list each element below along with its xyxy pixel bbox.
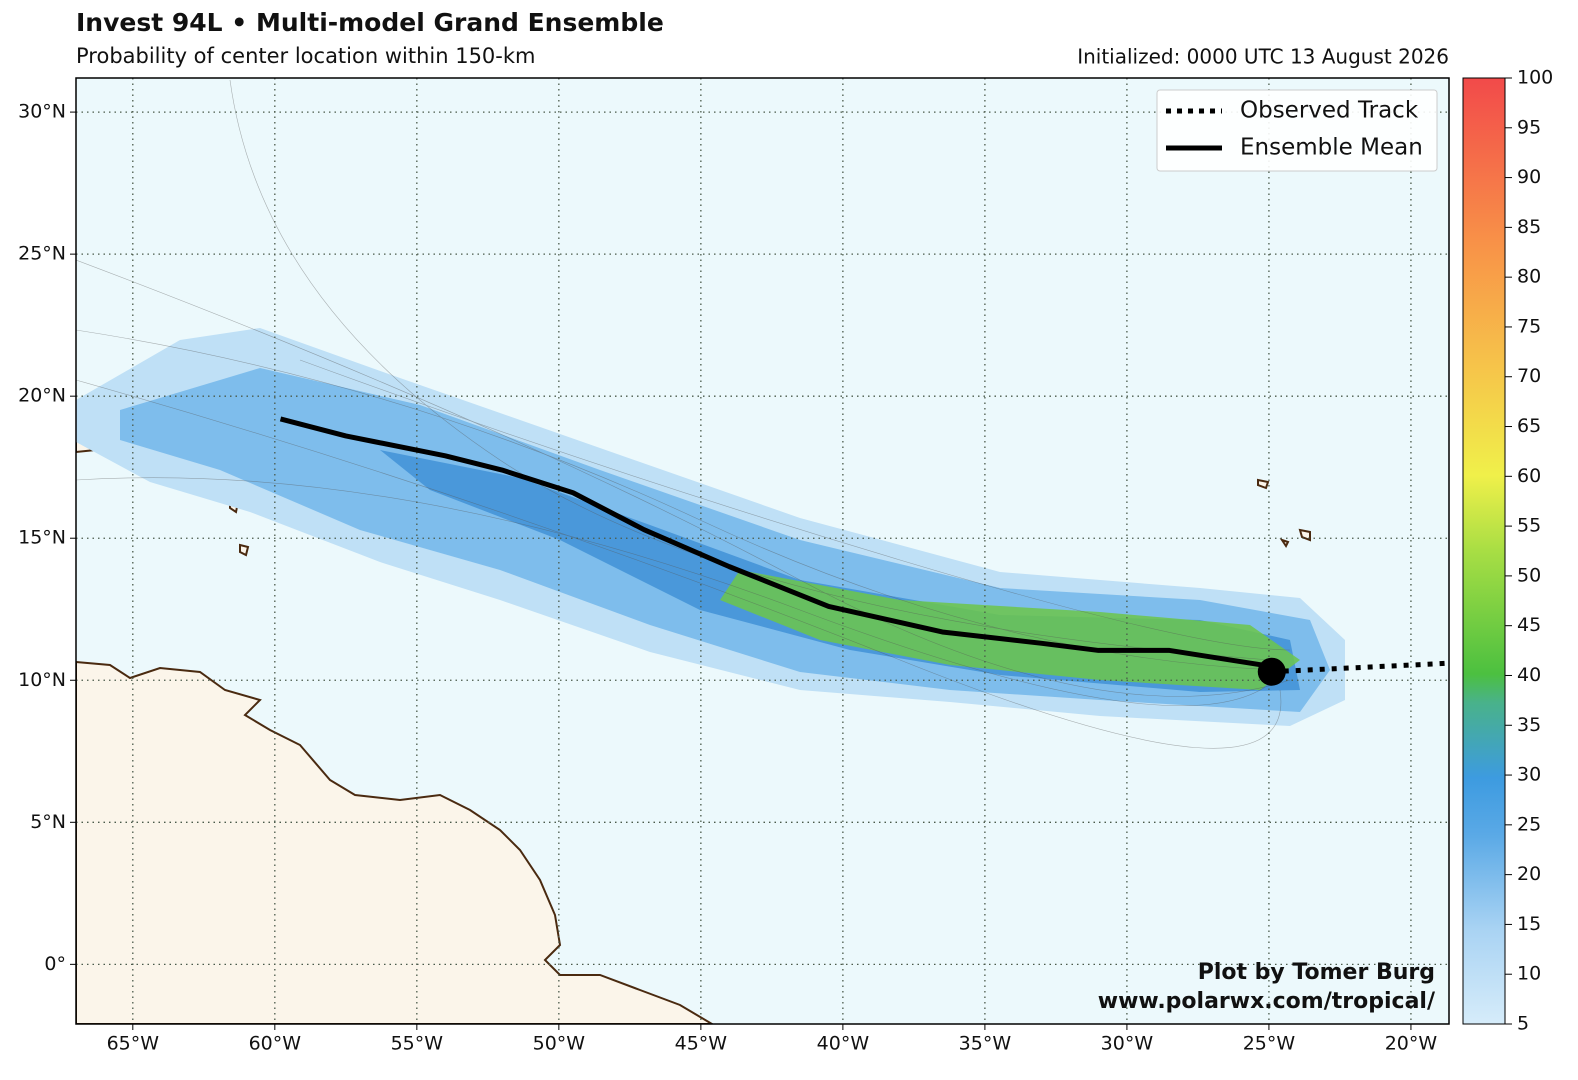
tracks — [279, 416, 1450, 686]
subtitle: Probability of center location within 15… — [76, 44, 536, 68]
colorbar-tick-label: 85 — [1517, 216, 1541, 238]
y-tick-label: 15°N — [18, 527, 66, 549]
plot-area — [76, 78, 1449, 1024]
colorbar-tick-label: 50 — [1517, 564, 1541, 586]
colorbar-tick-label: 95 — [1517, 116, 1541, 138]
colorbar — [1462, 77, 1506, 1025]
land — [76, 660, 714, 1024]
ensemble-mean — [279, 416, 1270, 669]
colorbar-tick-label: 35 — [1517, 714, 1541, 736]
grid: 65°W 60°W 55°W 50°W 45°W 40°W 35°W 30°W 25°W 20°W… — [18, 78, 1449, 1055]
legend: Observed Track Ensemble Mean — [1156, 89, 1438, 172]
init-time: Initialized: 0000 UTC 13 August 2026 — [1077, 45, 1449, 69]
title: Invest 94L • Multi-model Grand Ensemble — [76, 8, 664, 37]
colorbar-tick-label: 70 — [1517, 365, 1541, 387]
x-tick-label: 35°W — [959, 1033, 1012, 1055]
x-tick-label: 40°W — [817, 1033, 870, 1055]
colorbar-tick-label: 90 — [1517, 166, 1541, 188]
colorbar-tick-label: 55 — [1517, 515, 1541, 537]
legend-box — [1156, 89, 1438, 172]
colorbar-tick-label: 40 — [1517, 664, 1541, 686]
legend-label: Observed Track — [1240, 98, 1419, 124]
x-tick-label: 55°W — [391, 1033, 444, 1055]
y-tick-label: 10°N — [18, 669, 66, 691]
x-tick-label: 20°W — [1385, 1033, 1438, 1055]
observed-track — [1271, 660, 1450, 675]
colorbar-tick-label: 75 — [1517, 315, 1541, 337]
plot-frame — [75, 77, 1450, 1025]
x-tick-label: 25°W — [1243, 1033, 1296, 1055]
x-tick-label: 50°W — [533, 1033, 586, 1055]
colorbar-tick-label: 100 — [1517, 67, 1553, 89]
colorbar-tick-label: 80 — [1517, 266, 1541, 288]
colorbar-ticks: 5 10 15 20 25 30 35 40 45 50 55 60 65 70 75 80 85 90 95 100 — [1505, 67, 1553, 1035]
x-tick-label: 60°W — [249, 1033, 302, 1055]
colorbar-tick-label: 15 — [1517, 913, 1541, 935]
colorbar-tick-label: 5 — [1517, 1013, 1529, 1035]
prob-swath-core — [720, 570, 1300, 690]
current-position — [1257, 657, 1286, 686]
x-tick-label: 30°W — [1101, 1033, 1154, 1055]
colorbar-tick-label: 60 — [1517, 465, 1541, 487]
colorbar-tick-label: 30 — [1517, 764, 1541, 786]
y-tick-label: 30°N — [18, 101, 66, 123]
colorbar-tick-label: 20 — [1517, 863, 1541, 885]
y-tick-label: 0° — [44, 953, 66, 975]
y-tick-label: 25°N — [18, 243, 66, 265]
x-tick-label: 45°W — [675, 1033, 728, 1055]
x-tick-label: 65°W — [107, 1033, 160, 1055]
y-tick-label: 20°N — [18, 385, 66, 407]
credit: Plot by Tomer Burg — [1198, 960, 1435, 985]
credit: www.polarwx.com/tropical/ — [1098, 989, 1436, 1014]
y-tick-label: 5°N — [30, 811, 66, 833]
colorbar-tick-label: 25 — [1517, 813, 1541, 835]
colorbar-tick-label: 65 — [1517, 415, 1541, 437]
colorbar-tick-label: 45 — [1517, 614, 1541, 636]
colorbar-tick-label: 10 — [1517, 963, 1541, 985]
legend-label: Ensemble Mean — [1240, 135, 1423, 161]
